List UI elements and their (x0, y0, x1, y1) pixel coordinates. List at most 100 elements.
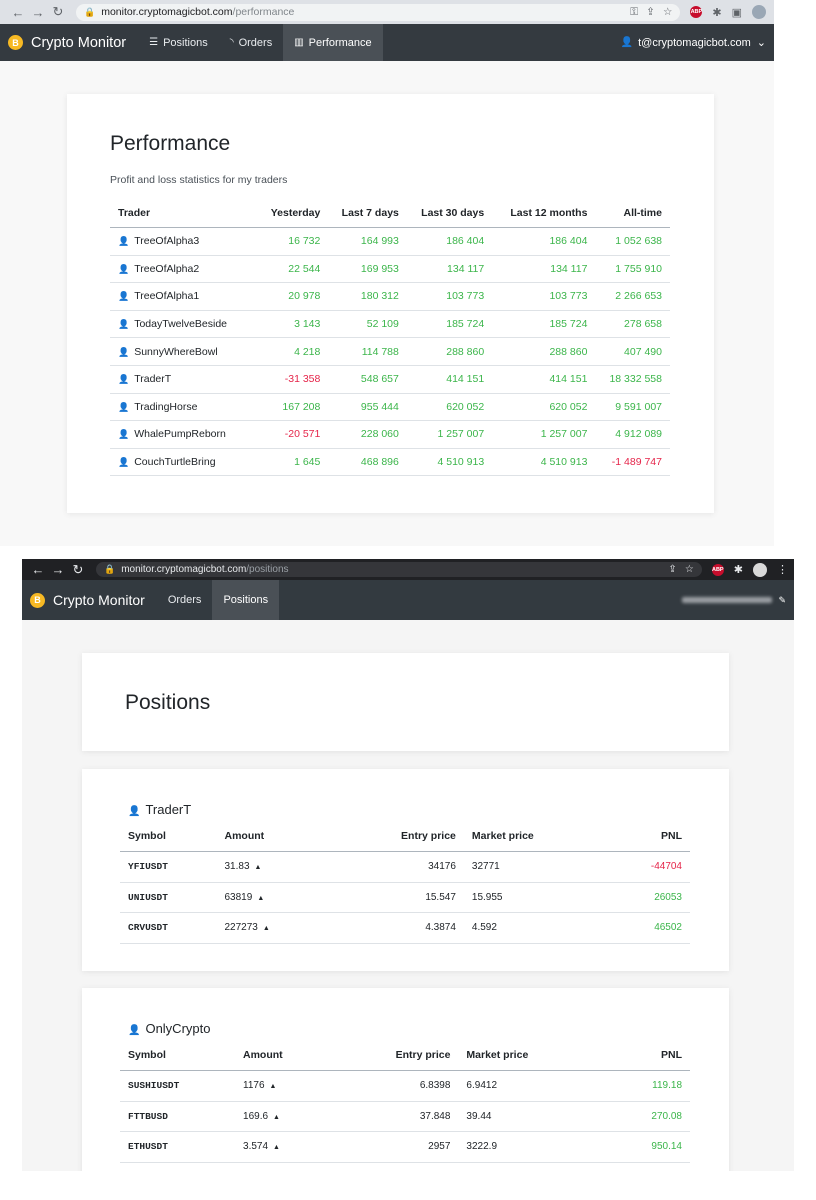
pnl-value: 134 117 (398, 255, 485, 284)
puzzle-icon[interactable]: ✱ (712, 6, 722, 19)
table-row: UNIUSDT 63819 ▲ 15.547 15.955 26053 (120, 882, 690, 913)
brand[interactable]: B Crypto Monitor (0, 24, 134, 61)
positions-table: Symbol Amount Entry price Market price PNL YF… (120, 821, 690, 944)
nav-orders[interactable]: ◝ Orders (229, 36, 273, 49)
forward-icon[interactable]: → (31, 4, 45, 20)
person-icon: 👤 (118, 346, 130, 357)
col-pnl: PNL (576, 1040, 690, 1071)
nav-positions[interactable]: ☰ Positions (149, 36, 208, 49)
table-row: 👤 TraderT -31 358 548 657 414 151 414 151 18 3… (110, 365, 670, 394)
trader-cell: 👤 CouchTurtleBring (110, 448, 251, 477)
sidepanel-icon[interactable]: ▣ (731, 6, 742, 19)
amount-cell: 169.6 ▲ (243, 1101, 359, 1132)
back-icon[interactable]: ← (31, 562, 45, 577)
user-menu[interactable]: 👤 t@cryptomagicbot.com ⌄ (621, 24, 774, 61)
col-amount: Amount (224, 821, 359, 852)
col-market-price: Market price (455, 821, 583, 852)
pnl-value: 1 052 638 (587, 227, 670, 256)
person-icon: 👤 (118, 457, 130, 468)
col-7d: Last 7 days (320, 199, 399, 228)
person-icon: 👤 (118, 401, 130, 412)
star-icon[interactable]: ☆ (662, 5, 673, 18)
performance-card: Performance Profit and loss statistics f… (67, 94, 714, 513)
bitcoin-icon: B (8, 35, 23, 50)
trader-cell: 👤 WhalePumpReborn (110, 420, 251, 449)
trader-cell: 👤 SunnyWhereBowl (110, 337, 251, 366)
pnl-value: 134 117 (484, 255, 588, 284)
pnl-value: 288 860 (398, 337, 485, 366)
pnl-value: 185 724 (398, 310, 485, 339)
pnl-value: 164 993 (320, 227, 399, 256)
profile-avatar[interactable] (753, 562, 767, 577)
caret-up-icon: ▲ (262, 925, 270, 933)
reload-icon[interactable]: ↻ (52, 4, 64, 19)
pnl-value: 288 860 (484, 337, 588, 366)
trader-name: TreeOfAlpha1 (134, 290, 200, 303)
caret-up-icon: ▲ (273, 1144, 280, 1152)
col-market-price: Market price (450, 1040, 577, 1071)
reload-icon[interactable]: ↻ (72, 561, 84, 577)
edit-icon: ✎ (778, 594, 786, 605)
person-icon: 👤 (128, 1025, 141, 1036)
pnl-value: 468 896 (320, 448, 399, 477)
star-icon[interactable]: ☆ (684, 564, 694, 575)
pnl-value: 4 912 089 (587, 420, 670, 449)
key-icon[interactable]: ⚿ (630, 5, 639, 18)
performance-screenshot: ← → ↻ 🔒 monitor.cryptomagicbot.com/perfo… (0, 0, 774, 546)
market-price-cell: 6.9412 (450, 1070, 577, 1102)
app-navbar: B Crypto Monitor ☰ Positions ◝ Orders ▥ … (0, 24, 774, 61)
trader-cell: 👤 TreeOfAlpha3 (110, 227, 251, 256)
pnl-value: 1 257 007 (398, 420, 485, 449)
puzzle-icon[interactable]: ✱ (733, 564, 743, 576)
table-row: 👤 TreeOfAlpha1 20 978 180 312 103 773 103 773… (110, 282, 670, 311)
col-alltime: All-time (587, 199, 670, 228)
positions-table: Symbol Amount Entry price Market price PNL SU… (120, 1040, 690, 1163)
pnl-value: 1 257 007 (484, 420, 588, 449)
adblock-icon[interactable]: ABP (690, 6, 703, 18)
browser-toolbar: ← → ↻ 🔒 monitor.cryptomagicbot.com/perfo… (0, 0, 774, 24)
brand[interactable]: B Crypto Monitor (22, 580, 153, 620)
forward-icon[interactable]: → (51, 562, 65, 577)
profile-avatar[interactable] (752, 5, 766, 19)
symbol-cell: YFIUSDT (120, 851, 225, 883)
person-icon: 👤 (118, 236, 130, 247)
pnl-value: 167 208 (250, 393, 321, 422)
table-header-row: Symbol Amount Entry price Market price PNL (120, 1040, 690, 1071)
pnl-cell: 270.08 (576, 1101, 690, 1132)
pnl-value: 9 591 007 (587, 393, 670, 422)
user-menu[interactable]: ✎ (682, 580, 794, 620)
entry-price-cell: 2957 (358, 1131, 451, 1163)
nav-orders[interactable]: Orders (167, 594, 202, 606)
caret-up-icon: ▲ (257, 894, 265, 902)
col-trader: Trader (110, 199, 251, 228)
amount-value: 227273 (224, 922, 258, 934)
pnl-value: 414 151 (398, 365, 485, 394)
person-icon: 👤 (118, 374, 130, 385)
share-icon[interactable]: ⇪ (668, 564, 677, 575)
blurred-username (682, 597, 773, 603)
address-bar[interactable]: 🔒 monitor.cryptomagicbot.com/positions ⇪… (96, 562, 702, 577)
table-header-row: Symbol Amount Entry price Market price PNL (120, 821, 690, 852)
pnl-value: 414 151 (484, 365, 588, 394)
address-bar[interactable]: 🔒 monitor.cryptomagicbot.com/performance… (76, 3, 681, 21)
pnl-value: 2 266 653 (587, 282, 670, 311)
page-title: Positions (125, 691, 211, 714)
nav-performance[interactable]: ▥ Performance (283, 24, 383, 61)
pnl-value: 185 724 (484, 310, 588, 339)
trader-heading: 👤 TraderT (128, 802, 191, 817)
trader-name: TraderT (134, 373, 172, 386)
nav-positions[interactable]: Positions (212, 580, 280, 620)
page-subtitle: Profit and loss statistics for my trader… (110, 174, 288, 186)
symbol-cell: SUSHIUSDT (120, 1070, 244, 1102)
url-host: monitor.cryptomagicbot.com (121, 564, 247, 575)
positions-screenshot: ← → ↻ 🔒 monitor.cryptomagicbot.com/posit… (22, 559, 794, 1171)
kebab-menu-icon[interactable]: ⋮ (777, 564, 788, 576)
adblock-icon[interactable]: ABP (711, 563, 724, 576)
brand-name: Crypto Monitor (53, 592, 145, 608)
back-icon[interactable]: ← (11, 4, 25, 20)
table-row: CRVUSDT 227273 ▲ 4.3874 4.592 46502 (120, 912, 690, 944)
pnl-value: -31 358 (250, 365, 321, 394)
table-row: YFIUSDT 31.83 ▲ 34176 32771 -44704 (120, 851, 690, 883)
table-row: SUSHIUSDT 1176 ▲ 6.8398 6.9412 119.18 (120, 1070, 690, 1102)
share-icon[interactable]: ⇪ (646, 5, 655, 18)
